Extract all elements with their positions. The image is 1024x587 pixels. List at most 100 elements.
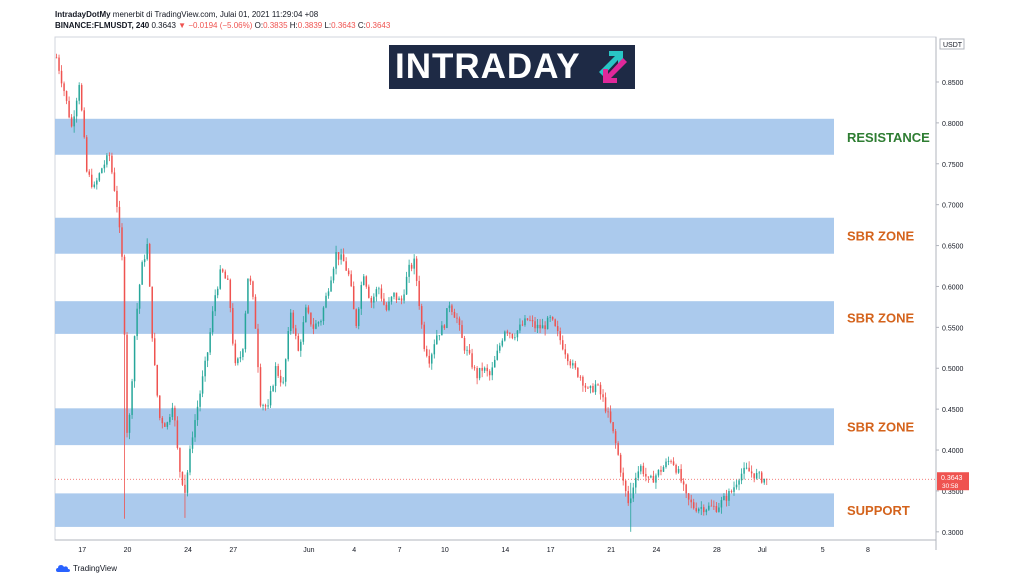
candle-body — [398, 298, 400, 301]
candle-body — [355, 309, 357, 327]
candle-body — [131, 381, 133, 415]
candle-body — [111, 155, 113, 173]
candle-body — [740, 473, 743, 481]
candle-body — [390, 296, 393, 302]
candle-body — [279, 375, 282, 383]
candle-body — [665, 461, 667, 468]
candle-body — [710, 505, 713, 507]
candle-body — [204, 360, 206, 377]
x-tick-label: 21 — [607, 547, 615, 554]
candle-body — [728, 491, 730, 501]
candle-body — [602, 394, 604, 398]
candle-body — [264, 405, 267, 407]
candle-body — [763, 478, 765, 483]
y-tick-label: 0.4000 — [942, 448, 964, 455]
candle-body — [501, 340, 504, 346]
candle-body — [327, 291, 330, 296]
candle-body — [159, 395, 161, 418]
candle-body — [493, 359, 496, 368]
y-tick-label: 0.8500 — [942, 80, 964, 87]
y-tick-label: 0.7500 — [942, 162, 964, 169]
candle-body — [118, 206, 121, 228]
candle-body — [214, 295, 216, 312]
candle-body — [335, 252, 337, 269]
candle-body — [750, 471, 753, 474]
candle-body — [252, 281, 254, 297]
candle-body — [216, 288, 219, 296]
x-tick-label: 8 — [866, 547, 870, 554]
candle-body — [249, 278, 252, 282]
x-tick-label: 4 — [352, 547, 356, 554]
candle-body — [672, 461, 675, 465]
candle-body — [526, 318, 529, 320]
candle-body — [153, 338, 156, 365]
candle-body — [604, 397, 607, 412]
candle-body — [516, 330, 519, 338]
candle-body — [242, 349, 244, 358]
candle-body — [312, 324, 315, 329]
candle-body — [420, 306, 423, 325]
zone-label: RESISTANCE — [847, 130, 930, 145]
open-label: O: — [254, 21, 264, 30]
candle-body — [383, 298, 385, 305]
candle-body — [302, 322, 305, 342]
candle-body — [723, 495, 725, 501]
candle-body — [436, 335, 438, 345]
candle-body — [227, 278, 229, 280]
y-tick-label: 0.5500 — [942, 325, 964, 332]
candle-body — [191, 437, 194, 449]
candle-body — [418, 280, 420, 307]
x-tick-label: 24 — [653, 547, 661, 554]
candle-body — [645, 473, 647, 477]
candle-body — [446, 308, 448, 328]
candle-body — [199, 393, 201, 407]
candle-body — [146, 243, 148, 260]
candle-body — [133, 336, 136, 382]
candle-body — [632, 487, 635, 499]
open-value: 0.3835 — [263, 21, 288, 30]
candle-body — [262, 405, 264, 407]
candle-body — [667, 461, 670, 462]
candle-body — [80, 85, 83, 111]
candle-body — [128, 414, 131, 433]
candle-body — [524, 318, 526, 326]
candle-body — [541, 325, 544, 329]
candle-body — [574, 363, 577, 368]
candle-body — [738, 480, 740, 485]
candle-body — [189, 448, 191, 473]
candle-body — [549, 316, 551, 318]
candle-body — [534, 321, 536, 329]
publish-text: menerbit di TradingView.com, Julai 01, 2… — [112, 10, 319, 19]
candle-body — [181, 471, 184, 485]
candle-body — [640, 465, 642, 472]
candle-body — [647, 476, 650, 478]
candle-body — [592, 385, 594, 393]
candle-body — [509, 332, 511, 334]
candle-body — [325, 295, 327, 308]
candle-body — [718, 507, 720, 512]
candle-body — [317, 322, 320, 324]
x-tick-label: 5 — [821, 547, 825, 554]
candle-body — [725, 495, 728, 501]
candle-body — [428, 355, 431, 364]
candle-body — [224, 271, 227, 279]
candle-body — [194, 420, 196, 438]
candle-body — [735, 484, 738, 488]
candle-body — [614, 431, 617, 444]
x-tick-label: 17 — [547, 547, 555, 554]
candle-body — [748, 467, 750, 472]
candle-body — [378, 288, 380, 290]
candle-body — [496, 350, 499, 360]
candle-body — [320, 321, 322, 323]
x-tick-label: 20 — [124, 547, 132, 554]
candle-body — [350, 274, 352, 287]
candle-body — [88, 171, 91, 175]
candle-body — [284, 359, 287, 382]
candle-body — [257, 328, 259, 368]
candle-body — [473, 367, 476, 369]
candle-body — [370, 297, 373, 303]
candle-body — [456, 317, 458, 319]
candle-body — [176, 420, 179, 448]
candle-body — [609, 411, 612, 423]
